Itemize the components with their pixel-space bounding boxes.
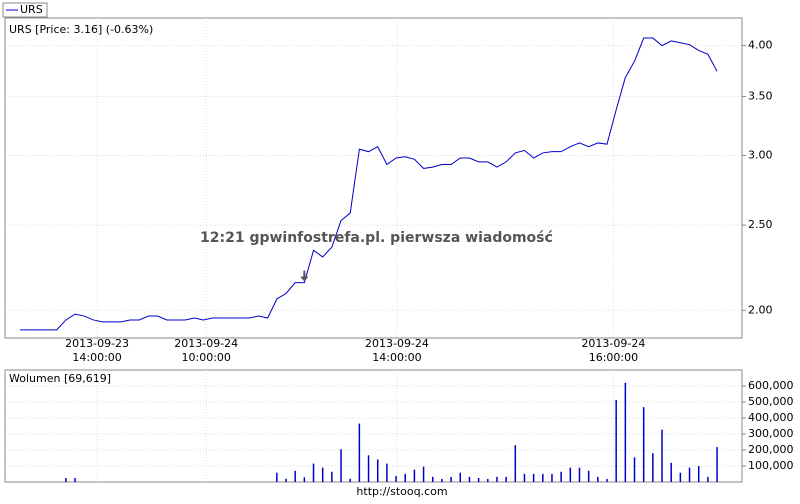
y-tick-label: 2.00 [748,303,773,316]
annotation: 12:21 gpwinfostrefa.pl. pierwsza wiadomo… [200,230,553,246]
volume-panel [4,369,743,483]
y-tick-label: 200,000 [748,443,794,456]
y-tick-label: 2.50 [748,218,773,231]
legend [2,2,48,18]
y-tick-label: 300,000 [748,427,794,440]
x-tick-label: 16:00:00 [589,351,638,364]
price-panel [4,17,743,339]
x-tick-label: 2013-09-23 [65,337,129,350]
y-tick-label: 4.00 [748,39,773,52]
price-title: URS [Price: 3.16] (-0.63%) [9,23,153,36]
y-tick-label: 400,000 [748,411,794,424]
legend-label: URS [20,3,43,16]
footer: http://stooq.com [356,485,447,498]
x-tick-label: 2013-09-24 [174,337,238,350]
x-tick-label: 10:00:00 [182,351,231,364]
y-tick-label: 3.00 [748,148,773,161]
y-tick-label: 100,000 [748,459,794,472]
y-tick-label: 600,000 [748,379,794,392]
annotation-arrow [300,270,309,282]
x-tick-label: 14:00:00 [72,351,121,364]
y-tick-label: 3.50 [748,90,773,103]
y-tick-label: 500,000 [748,395,794,408]
price-line [20,37,718,331]
x-tick-label: 14:00:00 [372,351,421,364]
x-tick-label: 2013-09-24 [365,337,429,350]
volume-title: Wolumen [69,619] [9,372,111,385]
x-tick-label: 2013-09-24 [581,337,645,350]
